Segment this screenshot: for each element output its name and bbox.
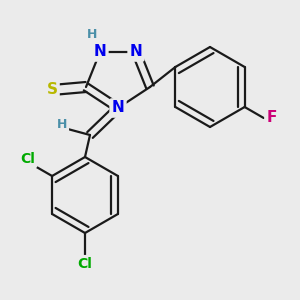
Text: N: N bbox=[112, 100, 124, 116]
Text: F: F bbox=[266, 110, 277, 125]
Text: S: S bbox=[46, 82, 58, 98]
Text: H: H bbox=[87, 28, 97, 40]
Text: Cl: Cl bbox=[20, 152, 35, 166]
Text: N: N bbox=[130, 44, 142, 59]
Text: Cl: Cl bbox=[78, 257, 92, 271]
Text: N: N bbox=[94, 44, 106, 59]
Text: H: H bbox=[57, 118, 67, 131]
